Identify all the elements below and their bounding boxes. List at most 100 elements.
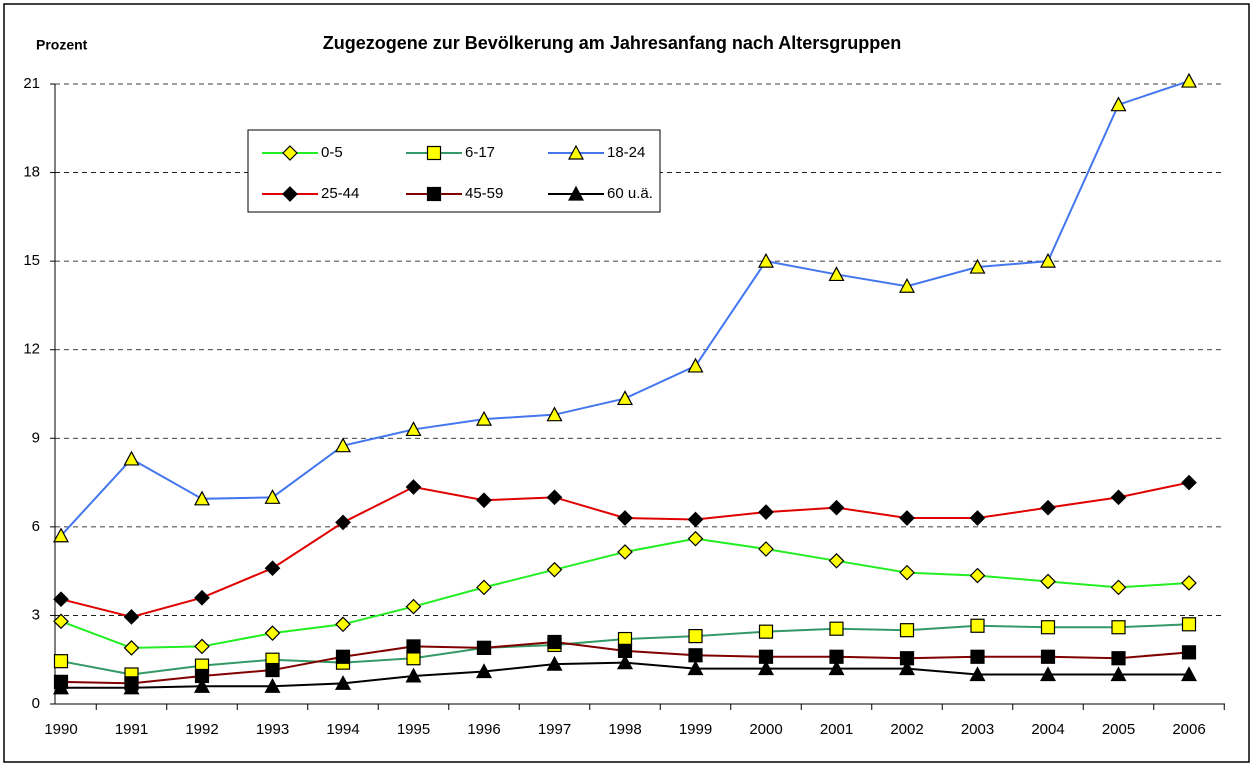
marker xyxy=(476,640,492,656)
marker xyxy=(899,623,915,638)
marker xyxy=(617,544,633,560)
marker xyxy=(899,564,915,581)
marker xyxy=(828,266,845,282)
marker xyxy=(758,541,774,557)
x-tick-label: 1990 xyxy=(44,721,77,738)
marker xyxy=(1039,252,1057,268)
marker xyxy=(53,654,69,669)
marker xyxy=(898,660,916,676)
marker xyxy=(1181,474,1197,491)
marker xyxy=(617,631,633,647)
y-tick-label: 9 xyxy=(32,429,40,446)
marker xyxy=(123,679,140,695)
x-tick-label: 1999 xyxy=(679,721,712,738)
x-tick-label: 2002 xyxy=(890,721,923,738)
marker xyxy=(405,479,422,495)
y-axis-label: Prozent xyxy=(36,37,88,53)
x-tick-label: 2005 xyxy=(1102,721,1135,738)
marker xyxy=(405,421,422,437)
marker xyxy=(1111,620,1126,635)
marker xyxy=(758,504,774,520)
legend-label: 18-24 xyxy=(607,144,645,161)
marker xyxy=(829,621,844,636)
marker xyxy=(1040,499,1056,516)
chart-title: Zugezogene zur Bevölkerung am Jahresanfa… xyxy=(323,33,901,53)
marker xyxy=(546,561,563,578)
marker xyxy=(1181,575,1197,591)
marker xyxy=(757,660,775,676)
x-tick-label: 1994 xyxy=(326,721,359,738)
marker xyxy=(758,624,774,639)
marker xyxy=(828,552,845,569)
x-tick-label: 2006 xyxy=(1172,721,1205,738)
marker xyxy=(1110,96,1127,112)
marker xyxy=(123,609,140,625)
x-tick-label: 1996 xyxy=(467,721,500,738)
marker xyxy=(757,252,775,268)
marker xyxy=(335,649,351,664)
marker xyxy=(828,499,845,516)
marker xyxy=(1110,666,1127,682)
marker xyxy=(687,357,704,373)
x-tick-label: 1995 xyxy=(397,721,430,738)
marker xyxy=(335,616,351,633)
marker xyxy=(969,510,986,526)
marker xyxy=(546,655,563,671)
marker xyxy=(52,679,70,695)
marker xyxy=(547,634,562,650)
marker xyxy=(1110,579,1127,596)
marker xyxy=(969,258,986,274)
marker xyxy=(282,186,298,202)
marker xyxy=(264,489,281,504)
marker xyxy=(688,628,703,644)
marker xyxy=(426,145,442,161)
marker xyxy=(475,663,493,679)
marker xyxy=(1040,620,1056,635)
legend-label: 60 u.ä. xyxy=(607,185,653,202)
marker xyxy=(687,660,704,676)
marker xyxy=(193,678,211,693)
marker xyxy=(687,511,704,528)
marker xyxy=(616,654,634,670)
marker xyxy=(970,649,985,664)
marker xyxy=(1180,666,1198,682)
marker xyxy=(616,390,634,406)
marker xyxy=(193,490,211,506)
x-tick-label: 1998 xyxy=(608,721,641,738)
marker xyxy=(335,514,351,531)
marker xyxy=(476,579,492,596)
marker xyxy=(406,639,421,654)
marker xyxy=(476,492,492,509)
marker xyxy=(969,666,986,682)
y-tick-label: 21 xyxy=(23,75,40,92)
legend-label: 0-5 xyxy=(321,144,343,161)
y-tick-label: 15 xyxy=(23,252,40,269)
marker xyxy=(828,660,845,676)
marker xyxy=(1181,617,1197,632)
x-tick-label: 2004 xyxy=(1031,721,1064,738)
x-tick-label: 1993 xyxy=(256,721,289,738)
legend-label: 45-59 xyxy=(465,185,503,202)
legend-box xyxy=(247,129,661,213)
marker xyxy=(898,277,916,293)
marker xyxy=(688,648,703,663)
marker xyxy=(1039,666,1057,682)
y-tick-label: 12 xyxy=(23,341,40,358)
marker xyxy=(123,640,140,656)
x-tick-label: 1991 xyxy=(115,721,148,738)
marker xyxy=(334,437,352,453)
marker xyxy=(405,667,422,683)
marker xyxy=(334,675,352,690)
x-tick-label: 1992 xyxy=(185,721,218,738)
marker xyxy=(1110,489,1127,506)
marker xyxy=(1040,649,1056,664)
x-tick-label: 2001 xyxy=(820,721,853,738)
marker xyxy=(406,651,421,666)
marker xyxy=(567,185,585,201)
x-tick-label: 2003 xyxy=(961,721,994,738)
marker xyxy=(53,613,69,630)
marker xyxy=(123,450,140,466)
marker xyxy=(405,598,422,615)
marker xyxy=(617,510,633,526)
